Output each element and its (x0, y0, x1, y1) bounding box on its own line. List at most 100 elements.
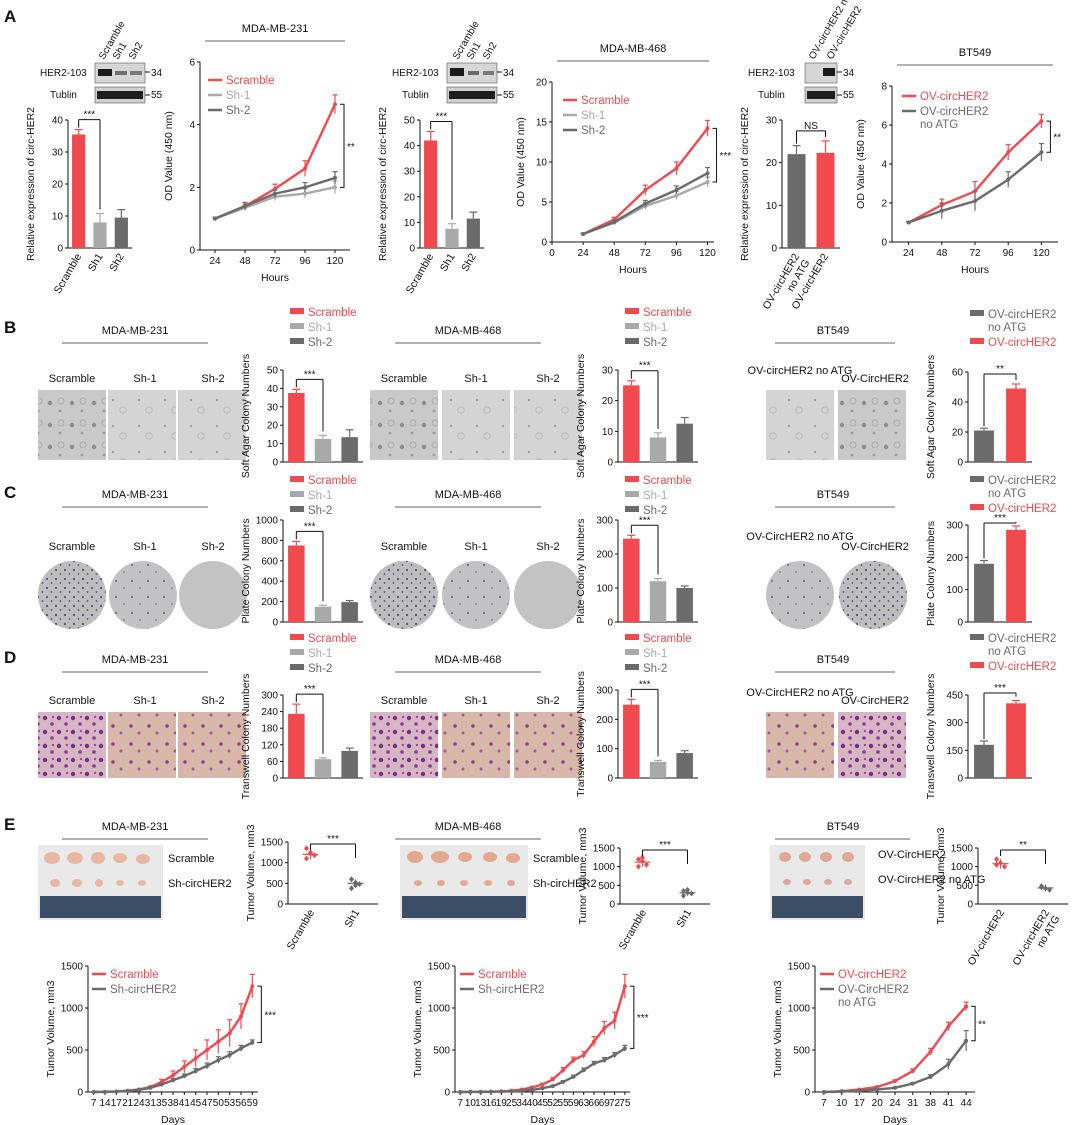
bar (114, 217, 128, 248)
x-tick-label: 96 (671, 248, 683, 259)
blot-row-label: HER2-103 (392, 68, 439, 79)
image-label: Scramble (49, 373, 95, 385)
chart-d_bar1: 0 60 120 180 240 300 Transwell Colony Numbers *… (240, 633, 363, 799)
blot-row-label: Tublin (50, 90, 77, 101)
image-label: Scramble (381, 541, 427, 553)
data-point (216, 1039, 221, 1044)
chart-title: MDA-MB-231 (242, 23, 309, 35)
y-axis-label: Tumor Volume, mm3 (245, 824, 257, 921)
legend-label: Sh-1 (308, 322, 332, 334)
x-tick-label: 14 (99, 1098, 111, 1109)
sig-label: *** (435, 112, 447, 123)
bar (974, 430, 994, 462)
x-axis-label: Hours (261, 272, 289, 284)
legend-label: OV-circHER2 (838, 969, 906, 981)
y-tick-label: 600 (261, 556, 278, 567)
bar (288, 713, 305, 778)
y-tick-label: 1500 (788, 962, 811, 973)
y-tick-label: 50 (404, 116, 416, 127)
y-axis-label: Transwell Colony Numbers (575, 671, 587, 797)
legend-label: Sh-1 (581, 110, 605, 122)
blot-lane-label: Sh2 (127, 40, 146, 61)
y-tick-label: 300 (596, 516, 613, 527)
y-tick-label: 100 (596, 584, 613, 595)
x-tick-label: 24 (889, 1098, 901, 1109)
tumor-group-label: Scramble (168, 853, 214, 865)
soft-agar-image (838, 390, 906, 460)
image-set-title: BT549 (817, 489, 849, 501)
legend-swatch (625, 476, 639, 482)
y-tick-label: 800 (261, 536, 278, 547)
data-point (839, 1089, 844, 1094)
legend-label: no ATG (988, 488, 1026, 500)
legend-label: Sh-2 (308, 663, 332, 675)
data-point (705, 171, 710, 176)
y-axis-label: Relative expression of circ-HER2 (25, 107, 37, 261)
data-point (303, 191, 307, 196)
x-tick-label: 59 (247, 1098, 259, 1109)
data-point (303, 166, 307, 171)
tumor-group-label: OV-CircHER2 (878, 849, 946, 861)
bar (816, 152, 835, 248)
y-axis-label: Plate Colony Numbers (240, 518, 252, 623)
legend-label: Sh-circHER2 (478, 984, 544, 996)
data-point (674, 193, 679, 198)
legend-label: Sh-1 (226, 90, 250, 102)
y-tick-label: 150 (946, 746, 963, 757)
y-tick-label: 500 (433, 1046, 450, 1057)
chart-e_scatter3: 0 500 1000 1500 Tumor Volume, mm3 OV-circHER2… (935, 827, 1068, 968)
panel-label-c: C (4, 483, 16, 502)
data-point (489, 1089, 494, 1094)
x-tick-label: 10 (465, 1098, 477, 1109)
data-point (193, 1069, 198, 1073)
data-point (571, 1074, 576, 1079)
bar (72, 134, 86, 248)
data-point (857, 1088, 862, 1093)
image-set-title: MDA-MB-468 (435, 821, 502, 833)
data-point (602, 1026, 607, 1031)
y-tick-label: 100 (946, 585, 963, 596)
series-line (582, 127, 709, 236)
y-tick-label: 4 (881, 160, 887, 171)
y-tick-label: 240 (261, 707, 278, 718)
chart-e_line3: 0 500 1000 1500 Tumor Volume, mm3 7 10 17 20 24 31… (772, 962, 986, 1125)
x-tick-label: 59 (568, 1098, 580, 1109)
image-label: Scramble (49, 541, 95, 553)
legend-label: no ATG (838, 997, 876, 1009)
blot-band (449, 91, 495, 99)
image-label: Sh-1 (464, 541, 487, 553)
data-point (643, 201, 648, 206)
y-tick-label: 6 (189, 58, 195, 69)
legend-swatch (290, 664, 304, 670)
sig-label: *** (637, 1013, 649, 1024)
colony-plate-image (839, 561, 907, 629)
series-line (823, 1040, 968, 1094)
data-point (591, 1061, 596, 1066)
blot-lane-label: Sh2 (481, 40, 500, 61)
tumor-group-label: Scramble (533, 853, 579, 865)
x-tick-label: 66 (588, 1098, 600, 1109)
x-tick-label: Sh1 (86, 251, 106, 273)
data-point (148, 1085, 153, 1090)
x-tick-label: 53 (224, 1098, 236, 1109)
data-point (193, 1056, 198, 1061)
y-tick-label: 0 (541, 238, 547, 249)
y-tick-label: 10 (52, 212, 64, 223)
y-tick-label: 30 (602, 366, 614, 377)
image-label: Sh-1 (133, 373, 156, 385)
data-point (550, 1084, 555, 1089)
chart-c_bar1: 0 200 400 600 800 1000 Plate Colony Numbers ***… (240, 475, 363, 629)
bar (314, 439, 332, 462)
x-tick-label: 75 (619, 1098, 631, 1109)
sig-label: *** (264, 1010, 276, 1021)
x-tick-label: 31 (145, 1098, 157, 1109)
y-tick-label: 30 (52, 148, 64, 159)
data-point (643, 188, 648, 192)
image-label: Sh-1 (133, 695, 156, 707)
y-axis-label: Soft Agar Colony Numbers (575, 354, 587, 478)
data-point (103, 1089, 107, 1094)
y-axis-label: Tumor Volume, mm3 (45, 980, 57, 1077)
tumor-photo-2 (400, 845, 528, 920)
legend-swatch (970, 310, 984, 316)
